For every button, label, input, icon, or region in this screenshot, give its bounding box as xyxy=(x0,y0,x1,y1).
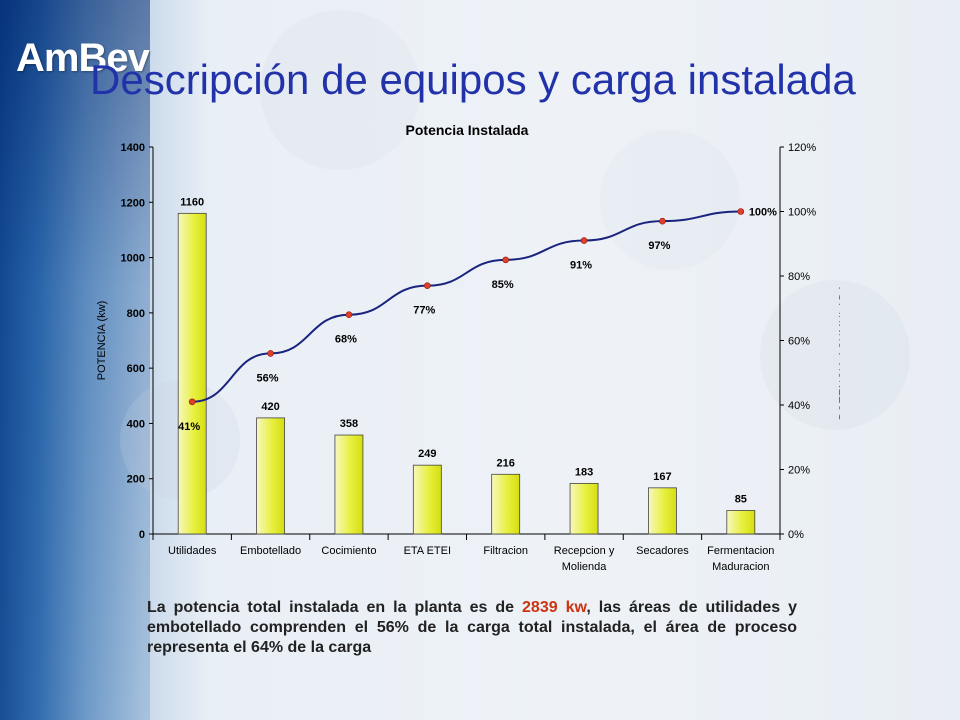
bar-value-label: 183 xyxy=(575,466,593,478)
cumulative-value-label: 85% xyxy=(492,279,514,291)
cumulative-point xyxy=(188,398,196,406)
bar-value-label: 249 xyxy=(418,448,436,460)
y-tick-label: 1200 xyxy=(121,197,145,209)
y-tick-label: 0 xyxy=(139,529,145,541)
bar xyxy=(334,434,364,535)
x-tick-label: Maduracion xyxy=(712,561,769,573)
x-tick-label: Recepcion y xyxy=(554,545,615,557)
cumulative-value-label: 68% xyxy=(335,334,357,346)
y-tick-label: 400 xyxy=(127,418,145,430)
bar xyxy=(491,473,521,535)
cumulative-point xyxy=(737,208,745,215)
bar-value-label: 85 xyxy=(735,494,747,506)
background-left-shade xyxy=(0,0,150,720)
cumulative-point xyxy=(502,256,509,264)
x-tick-label: Secadores xyxy=(636,545,689,557)
bar-value-label: 358 xyxy=(340,418,358,430)
y2-tick-label: 100% xyxy=(788,207,816,219)
cumulative-value-label: 97% xyxy=(648,240,670,252)
y2-tick-label: 80% xyxy=(788,271,810,283)
x-tick-label: Molienda xyxy=(562,561,608,573)
background-bottle-cap xyxy=(260,10,420,170)
cumulative-point xyxy=(659,217,666,225)
pareto-chart: Potencia Instalada 0 200 400 600 800 1000 1200 1… xyxy=(96,122,850,573)
y-tick-label: 600 xyxy=(127,363,145,375)
y2-tick-label: 40% xyxy=(788,400,810,412)
bar-value-label: 1160 xyxy=(180,196,204,208)
y2-tick-label: 20% xyxy=(788,465,810,477)
cumulative-value-label: 77% xyxy=(413,305,435,317)
chart-panel: Potencia Instalada 0 200 400 600 800 1000 1200 1… xyxy=(90,118,850,580)
y2-axis-label: POTENCIA ACUMULADA xyxy=(838,284,840,420)
bar xyxy=(569,483,599,535)
bar xyxy=(726,510,756,535)
cumulative-value-label: 56% xyxy=(257,372,279,384)
bar-value-label: 216 xyxy=(497,457,515,469)
summary-caption: La potencia total instalada en la planta… xyxy=(147,598,797,658)
bar-value-label: 167 xyxy=(653,471,671,483)
cumulative-value-label: 100% xyxy=(749,207,777,219)
x-tick-label: ETA ETEI xyxy=(404,545,451,557)
background-bottle-cap xyxy=(760,280,910,430)
slide-title: Descripción de equipos y carga instalada xyxy=(90,56,856,103)
background-bottle-cap xyxy=(600,130,740,270)
y-tick-label: 800 xyxy=(127,308,145,320)
x-tick-label: Cocimiento xyxy=(321,545,376,557)
cumulative-point xyxy=(580,237,588,244)
bar xyxy=(177,212,207,535)
y2-tick-label: 120% xyxy=(788,142,816,154)
cumulative-point xyxy=(267,350,274,357)
y-tick-label: 1000 xyxy=(121,253,145,265)
bar-value-label: 420 xyxy=(261,401,279,413)
caption-total-power: 2839 kw xyxy=(522,599,587,616)
cumulative-point xyxy=(424,282,431,289)
y2-tick-label: 0% xyxy=(788,529,804,541)
y-tick-label: 1400 xyxy=(121,142,145,154)
bar xyxy=(256,417,285,535)
y2-tick-label: 60% xyxy=(788,336,810,348)
x-tick-label: Embotellado xyxy=(240,545,301,557)
x-tick-label: Filtracion xyxy=(483,545,528,557)
cumulative-value-label: 41% xyxy=(178,421,200,433)
bar xyxy=(648,487,677,535)
y-axis-label: POTENCIA (kw) xyxy=(96,301,108,380)
y-tick-label: 200 xyxy=(127,474,145,486)
ambev-logo: AmBev xyxy=(16,36,150,80)
chart-title: Potencia Instalada xyxy=(406,122,529,138)
bar xyxy=(412,464,442,535)
cumulative-point xyxy=(345,311,353,318)
x-tick-label: Fermentacion xyxy=(707,545,774,557)
x-tick-label: Utilidades xyxy=(168,545,217,557)
caption-text-start: La potencia total instalada en la planta… xyxy=(147,599,523,616)
caption-text-end: , las áreas de utilidades y embotellado … xyxy=(147,599,798,656)
cumulative-value-label: 91% xyxy=(570,260,592,272)
